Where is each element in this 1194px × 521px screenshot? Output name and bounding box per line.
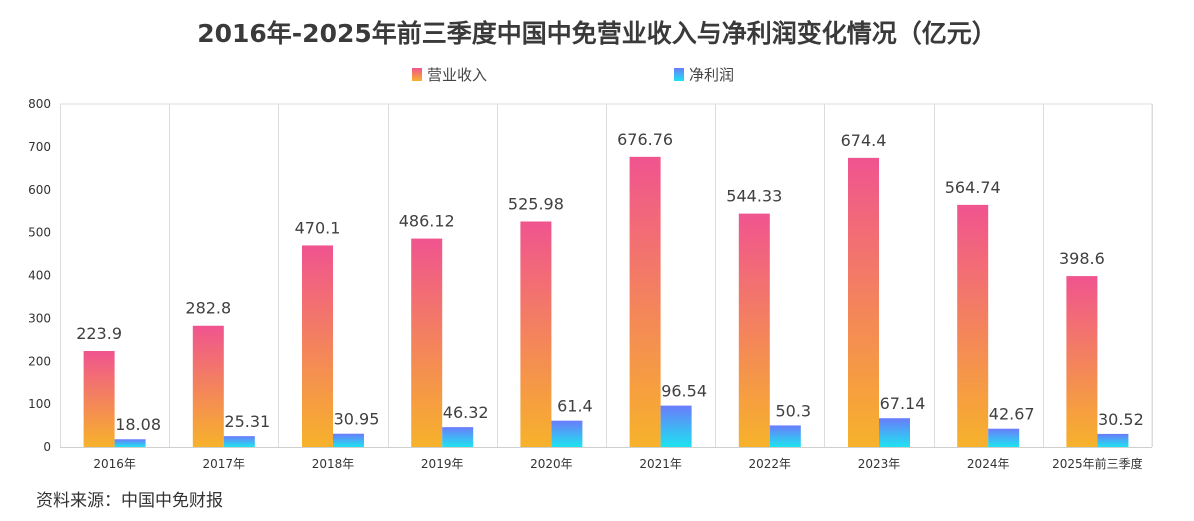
profit-data-label: 46.32 <box>443 403 489 422</box>
profit-data-label: 42.67 <box>989 405 1035 424</box>
revenue-bar <box>957 204 989 447</box>
revenue-bar <box>1066 276 1098 447</box>
revenue-bar <box>738 213 770 447</box>
profit-data-label: 50.3 <box>775 401 811 420</box>
profit-bar <box>333 433 364 447</box>
revenue-bar <box>520 221 552 447</box>
grid-lines <box>60 103 1153 447</box>
x-tick-label: 2017年 <box>203 457 246 471</box>
profit-bar <box>442 427 474 447</box>
profit-bar <box>1097 433 1129 447</box>
profit-swatch-icon <box>674 68 684 81</box>
legend-item-revenue[interactable]: 营业收入 <box>412 64 487 85</box>
x-tick-label: 2020年 <box>530 457 573 471</box>
legend: 营业收入 净利润 <box>0 64 1194 86</box>
x-tick-label: 2023年 <box>858 457 901 471</box>
revenue-data-label: 282.8 <box>185 299 231 318</box>
profit-data-label: 30.95 <box>334 410 380 429</box>
profit-data-label: 96.54 <box>661 382 707 401</box>
profit-data-label: 18.08 <box>115 415 161 434</box>
x-tick-label: 2021年 <box>639 457 682 471</box>
profit-bar <box>769 425 801 447</box>
y-tick-label: 200 <box>28 354 51 368</box>
profit-data-label: 25.31 <box>224 412 270 431</box>
x-tick-label: 2022年 <box>749 457 792 471</box>
revenue-bar <box>192 325 224 447</box>
revenue-data-label: 564.74 <box>945 178 1001 197</box>
legend-label-revenue: 营业收入 <box>427 66 488 84</box>
chart-title: 2016年-2025年前三季度中国中免营业收入与净利润变化情况（亿元） <box>197 19 997 48</box>
profit-bar <box>879 418 910 447</box>
revenue-data-label: 486.12 <box>399 212 455 231</box>
y-tick-label: 100 <box>28 397 51 411</box>
data-labels: 223.9 282.8 470.1 486.12 525.98 676.76 544.33 6… <box>76 130 1144 434</box>
profit-bar <box>223 436 255 447</box>
revenue-bar <box>629 156 661 447</box>
profit-bar <box>988 428 1020 447</box>
profit-data-label: 67.14 <box>880 394 926 413</box>
source-note: 资料来源：中国中免财报 <box>36 491 223 511</box>
x-tick-label: 2024年 <box>967 457 1010 471</box>
y-tick-label: 500 <box>28 226 51 240</box>
revenue-data-label: 544.33 <box>726 187 782 206</box>
x-tick-label: 2018年 <box>312 457 355 471</box>
legend-item-profit[interactable]: 净利润 <box>674 64 734 85</box>
y-tick-label: 600 <box>28 183 51 197</box>
x-tick-label: 2016年 <box>93 457 136 471</box>
revenue-swatch-icon <box>412 68 422 81</box>
profit-bar <box>551 420 583 447</box>
revenue-data-label: 525.98 <box>508 194 564 213</box>
y-tick-label: 800 <box>28 97 51 111</box>
profit-data-label: 30.52 <box>1098 410 1144 429</box>
profit-data-label: 61.4 <box>557 397 593 416</box>
x-tick-label: 2019年 <box>421 457 464 471</box>
revenue-data-label: 674.4 <box>841 131 887 150</box>
revenue-bar <box>302 245 333 447</box>
profit-bar <box>660 405 692 447</box>
x-tick-label: 2025年前三季度 <box>1052 456 1143 471</box>
y-tick-label: 400 <box>28 269 51 283</box>
revenue-data-label: 470.1 <box>295 218 341 237</box>
revenue-data-label: 223.9 <box>76 324 122 343</box>
revenue-data-label: 398.6 <box>1059 249 1105 268</box>
y-tick-label: 300 <box>28 311 51 325</box>
revenue-data-label: 676.76 <box>617 130 673 149</box>
bars <box>83 156 1129 447</box>
y-tick-label: 700 <box>28 140 51 154</box>
revenue-bar <box>411 238 443 447</box>
profit-bar <box>114 439 146 447</box>
revenue-bar <box>848 157 879 447</box>
revenue-bar <box>83 351 115 447</box>
y-tick-label: 0 <box>43 440 51 454</box>
axes: 0 100 200 300 400 500 600 700 800 2016年 2017年 2018年… <box>28 97 1152 471</box>
legend-label-profit: 净利润 <box>689 66 735 84</box>
